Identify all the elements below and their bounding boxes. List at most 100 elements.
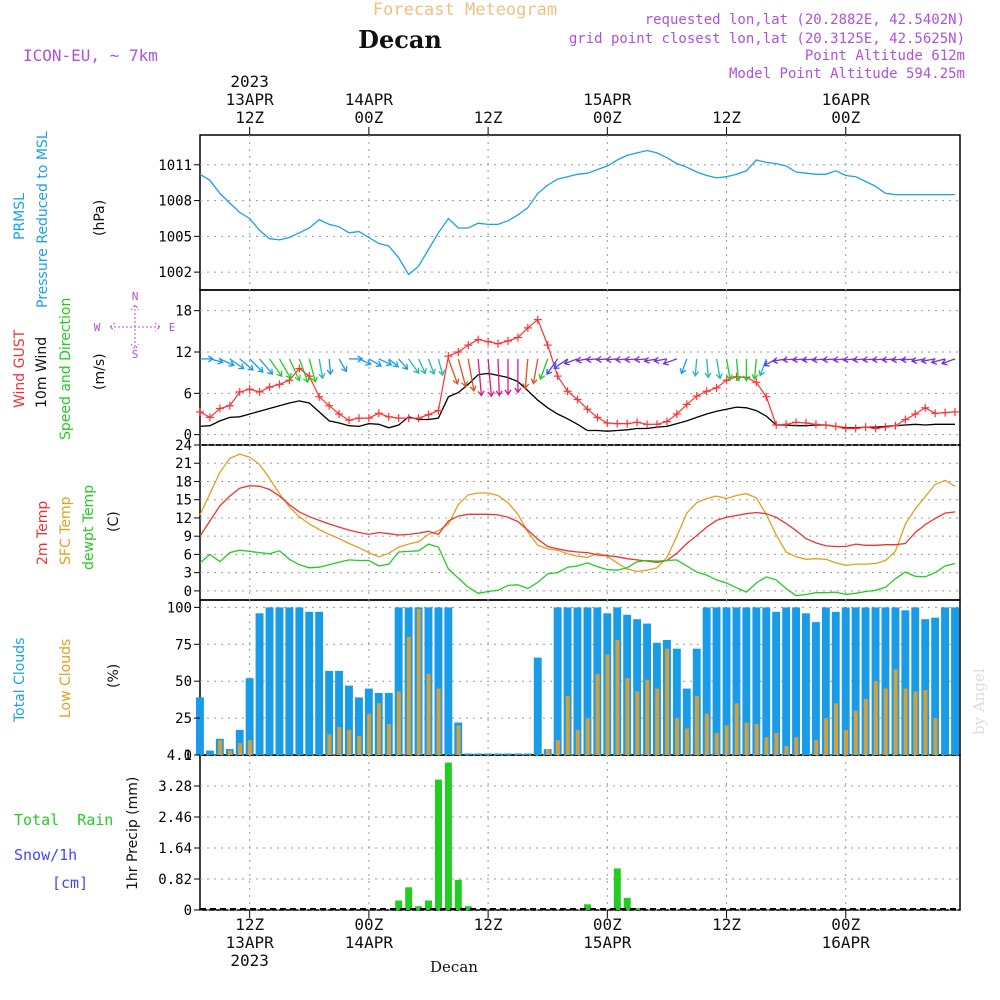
low-cloud-bar [387,724,391,755]
gust-marker [672,410,681,418]
temp-2m-line [199,485,956,563]
temp-y-tick-label: 0 [184,584,192,600]
wind-arrow-shaft [229,358,245,370]
wind-y-tick-label: 18 [175,304,192,320]
wind-arrow-head [890,356,898,364]
wind-arrow-head [771,357,779,364]
wind-arrow [662,358,678,366]
wind-arrow-shaft [308,358,317,382]
gust-marker [623,419,632,428]
wind-arrow [821,356,836,364]
total-cloud-bar [911,607,920,755]
wind-arrow [734,358,742,382]
gust-marker [454,348,463,356]
wind-y-tick-label: 0 [184,428,192,444]
rain-bar [444,762,452,910]
total-cloud-bar [851,607,860,755]
temp-y-tick-label: 18 [175,474,192,490]
wind-arrow-head [595,355,602,363]
wind-arrow-head [303,376,310,384]
gust-marker [354,414,363,423]
compass-w: W [94,321,101,334]
low-cloud-bar [416,608,421,755]
wind-arrow-shaft [259,358,273,375]
total-cloud-bar [772,611,781,755]
wind-arrow-head [495,390,503,397]
wind-arrow-head [310,376,318,383]
gust-marker [593,413,602,422]
top-time-label: 13APR [226,90,275,109]
wind-arrow-shaft [941,358,956,365]
wind-arrow [900,356,916,364]
gust-marker [205,413,214,422]
precip-y-tick-label: 2.46 [158,810,192,826]
wind-arrow-head [546,368,553,376]
wind-arrow [643,356,658,364]
product-title: Forecast Meteogram [373,0,557,20]
wind-arrow-head [238,363,245,370]
wind-arrow-head [530,378,538,385]
total-cloud-bar [355,697,363,755]
temp-label-1: 2m Temp [35,501,51,565]
wind-arrow-shaft [388,358,399,368]
wind-arrow-shaft [706,358,709,378]
low-cloud-bar [694,696,699,755]
wind-arrow [758,358,767,377]
gust-marker [613,419,622,428]
wind-arrow-head [228,360,235,367]
low-cloud-bar [913,691,918,755]
total-cloud-bar [881,607,890,755]
low-cloud-bar [675,718,680,755]
gust-marker [404,414,413,423]
total-cloud-bar [861,607,870,755]
wind-y-tick-label: 12 [175,345,192,361]
wind-arrow-shaft [249,358,264,373]
gust-marker [325,401,334,410]
bottom-time-label: 00Z [831,915,860,934]
wind-arrow-shaft [901,358,916,361]
model-label: ICON-EU, ~ 7km [23,46,158,65]
wind-arrow-shaft [298,358,309,383]
top-time-label: 00Z [593,108,622,127]
wind-arrow-shaft [635,358,648,361]
wind-arrow-shaft [644,358,658,362]
gust-marker [196,407,204,416]
rain-bar [584,904,591,910]
bottom-time-label: 00Z [354,915,383,934]
low-cloud-bar [883,688,888,755]
clouds-y-tick-label: 25 [175,711,192,727]
wind-arrow-head [910,357,918,364]
wind-arrow-shaft [477,358,483,396]
low-cloud-bar [228,750,232,755]
low-cloud-bar [744,722,749,755]
low-cloud-bar [774,732,779,755]
wind-arrow-head [375,360,383,367]
low-cloud-bar [714,732,719,755]
precip-label-3: [cm] [52,874,88,892]
wind-arrow-shaft [715,358,721,379]
total-cloud-bar [474,753,483,755]
wind-arrow [318,358,326,380]
wind-arrow-head [469,385,477,392]
total-cloud-bar [434,607,443,755]
gust-marker [434,406,443,415]
low-cloud-bar [585,718,590,755]
wind-arrow-head [930,357,938,365]
precip-y-tick-label: 0 [184,903,192,919]
wind-arrow [538,358,549,381]
wind-arrow [553,358,568,369]
wind-arrow [725,358,733,381]
rain-bar [633,908,641,910]
wind-arrow [418,358,427,375]
total-cloud-bar [821,607,830,755]
wind-arrow-head [643,356,650,364]
gust-marker [335,410,344,418]
top-time-label: 12Z [235,108,264,127]
wind-arrow-shaft [219,358,235,366]
wind-arrow-head [392,361,399,368]
precip-unit: 1hr Precip (mm) [125,777,141,890]
low-cloud-bar [218,740,223,755]
wind-arrow-shaft [539,358,549,380]
wind-arrow [298,358,310,384]
low-cloud-bar [565,696,570,755]
